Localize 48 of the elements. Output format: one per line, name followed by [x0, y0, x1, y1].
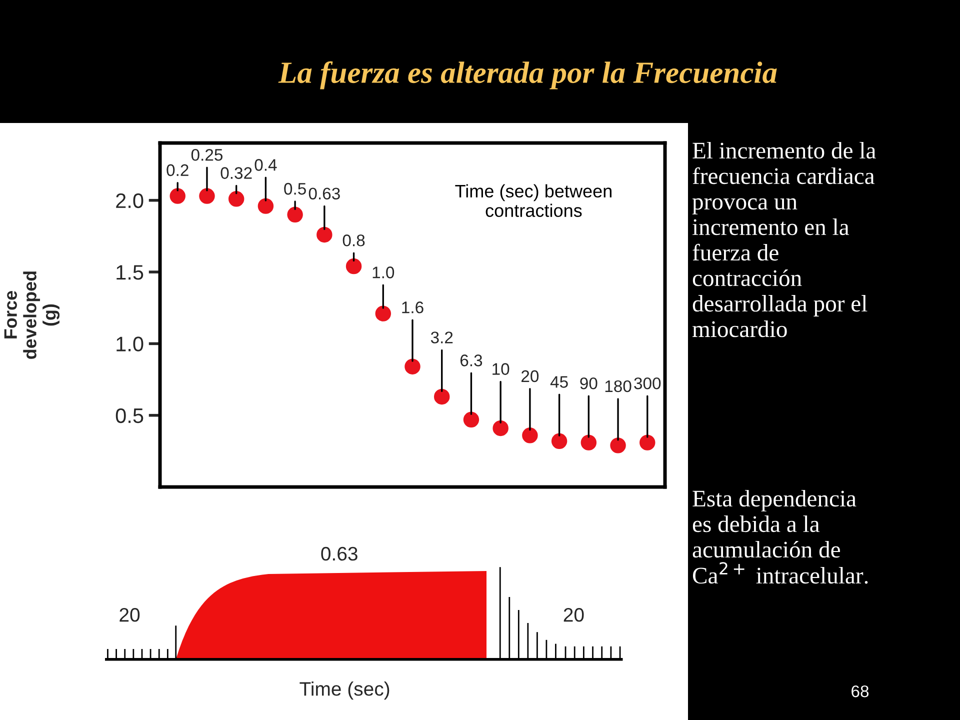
- point: [610, 438, 626, 454]
- text: 20: [120, 608, 140, 622]
- annotation: Time (sec) between contractions: [455, 184, 612, 217]
- text: Esta dependencia es debida a la acumulación de Ca$^{2+}$ intracelular.: [692, 490, 868, 584]
- text: El incremento de la frecuencia cardiaca provoca un incremento en la fuerza de contracción desarrollada por el miocardio: [692, 142, 876, 338]
- point: [434, 388, 450, 405]
- point: [287, 206, 303, 223]
- category-label: 45: [550, 376, 568, 388]
- point: [580, 434, 597, 450]
- y-tick-label: 1.0: [116, 336, 144, 352]
- point: [346, 258, 362, 274]
- point: [375, 306, 392, 322]
- point: [258, 198, 274, 214]
- category-label: 0.5: [284, 182, 306, 195]
- text: Time (sec): [300, 682, 390, 700]
- text: 0.63: [321, 546, 358, 561]
- point: [170, 188, 186, 204]
- text: 20: [564, 608, 584, 622]
- category-label: 0.25: [191, 148, 222, 161]
- y-tick-label: 1.5: [116, 265, 144, 280]
- point: [404, 358, 420, 374]
- point: [316, 226, 332, 243]
- point: [199, 188, 215, 204]
- point: [492, 420, 508, 436]
- category-label: 300: [634, 377, 661, 390]
- point: [522, 428, 538, 444]
- category-label: 1.0: [372, 266, 394, 278]
- point: [228, 191, 244, 207]
- y-tick-label: 0.5: [116, 408, 144, 424]
- point: [551, 433, 568, 449]
- category-label: 6.3: [460, 354, 482, 366]
- category-label: 0.32: [220, 167, 252, 179]
- y-tick-label: 2.0: [116, 193, 144, 208]
- category-label: 3.2: [430, 332, 453, 344]
- annotation: 0.63: [308, 188, 340, 200]
- category-label: 90: [580, 377, 598, 390]
- annotation: 20: [522, 370, 539, 382]
- category-label: 180: [605, 380, 632, 392]
- y-axis-title: Force developed (g): [4, 272, 60, 359]
- category-label: 0.8: [342, 234, 365, 246]
- category-label: 10: [492, 363, 510, 375]
- point: [463, 412, 480, 428]
- category-label: 0.4: [254, 159, 277, 171]
- point: [640, 434, 656, 450]
- category-label: 1.6: [402, 302, 424, 314]
- text: 68: [852, 685, 869, 698]
- chart-title: La fuerza es alterada por la Frecuencia: [278, 61, 777, 90]
- category-label: 0.2: [166, 164, 188, 176]
